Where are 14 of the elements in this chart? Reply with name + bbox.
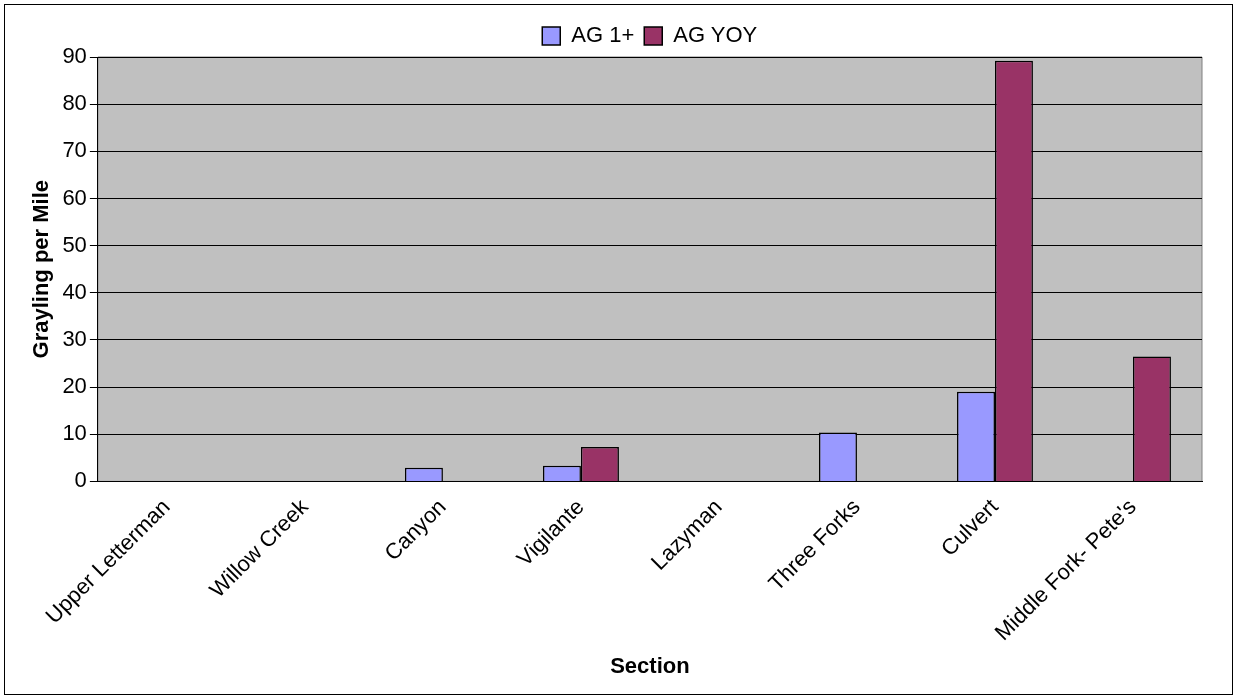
- y-tick-label: 10: [62, 420, 87, 446]
- y-tick-label: 60: [62, 184, 87, 210]
- y-tick-label: 50: [62, 231, 87, 257]
- legend-label: AG 1+: [571, 22, 635, 48]
- y-tick-label: 70: [62, 137, 87, 163]
- y-tick-label: 20: [62, 373, 87, 399]
- y-tick-label: 0: [74, 467, 87, 493]
- y-tick-label: 40: [62, 278, 87, 304]
- y-tick-label: 30: [62, 326, 87, 352]
- legend-label: AG YOY: [673, 22, 758, 48]
- y-axis-title: Grayling per Mile: [28, 179, 54, 359]
- y-tick-label: 80: [62, 90, 87, 116]
- y-tick-label: 90: [62, 43, 87, 69]
- x-axis-title: Section: [610, 652, 690, 678]
